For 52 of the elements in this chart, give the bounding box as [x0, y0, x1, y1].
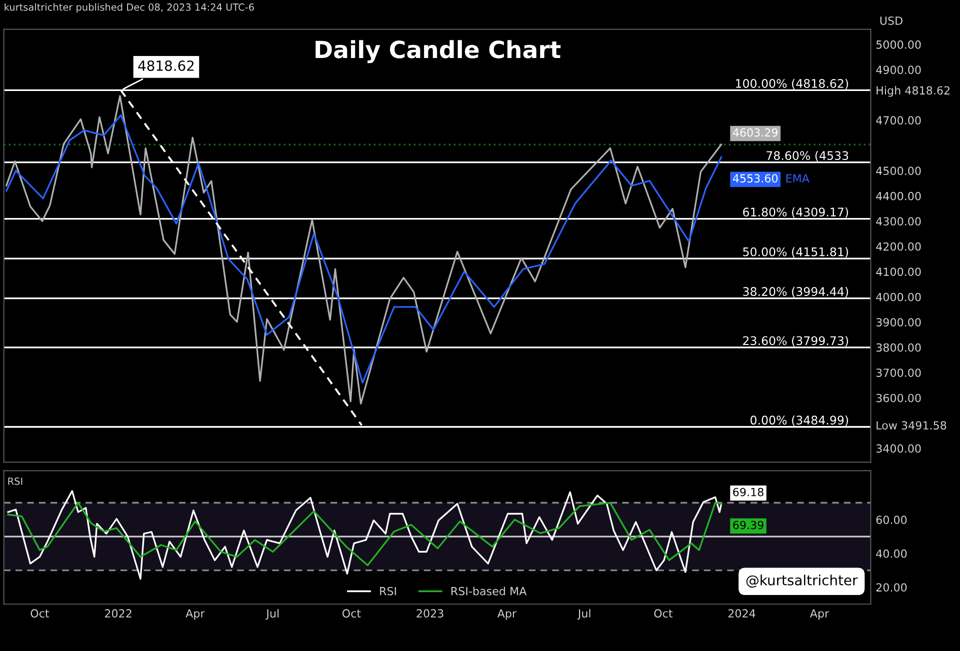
- y-tick-label: 40.00: [876, 549, 907, 558]
- line-series: [7, 502, 722, 566]
- y-tick-label: 4000.00: [876, 292, 921, 302]
- ref-line-label: 50.00% (4151.81): [743, 247, 848, 258]
- x-tick-label: Apr: [810, 609, 830, 620]
- y-tick-label: 3700.00: [876, 368, 921, 377]
- y-tick-label: 4300.00: [876, 217, 921, 226]
- x-tick-label: Jul: [266, 608, 279, 620]
- ref-line-label: 0.00% (3484.99): [750, 415, 848, 426]
- x-tick-label: 2023: [416, 609, 444, 618]
- y-tick-label: 3400.00: [876, 444, 921, 453]
- y-tick-label: 20.00: [876, 583, 907, 592]
- x-tick-label: Oct: [30, 609, 50, 618]
- y-tick-label: 4700.00: [876, 116, 921, 125]
- data-label: 69.39: [733, 520, 764, 530]
- ref-line-label: 61.80% (4309.17): [743, 207, 848, 218]
- x-tick-label: Oct: [654, 609, 673, 618]
- y-tick-label: 60.00: [876, 516, 907, 524]
- y-tick-label: 4900.00: [876, 66, 921, 74]
- x-tick-label: Oct: [342, 609, 361, 618]
- legend-label: RSI-based MA: [451, 586, 527, 596]
- text: RSI: [8, 478, 22, 485]
- line-series: [7, 490, 722, 580]
- chart-title: Daily Candle Chart: [316, 40, 561, 64]
- y-tick-label: High 4818.62: [876, 86, 950, 97]
- x-tick-label: Apr: [497, 609, 516, 620]
- ref-line-label: 38.20% (3994.44): [743, 286, 848, 298]
- y-tick-label: 3600.00: [876, 394, 921, 402]
- x-tick-label: 2024: [728, 609, 756, 618]
- y-tick-label: Low 3491.58: [876, 421, 946, 430]
- data-label: 69.18: [733, 488, 764, 496]
- x-tick-label: Apr: [186, 609, 205, 620]
- y-tick-label: 4400.00: [876, 192, 921, 200]
- x-tick-label: Jul: [577, 608, 590, 620]
- data-label: 4603.29: [732, 128, 778, 137]
- y-tick-label: 4100.00: [876, 268, 921, 276]
- y-tick-label: 4200.00: [876, 242, 921, 251]
- ref-line-label: 23.60% (3799.73): [743, 336, 848, 347]
- chart-subtitle: kurtsaltrichter published Dec 08, 2023 14:24 UTC-6: [4, 3, 254, 13]
- ref-line-label: 78.60% (4533: [766, 150, 848, 162]
- y-tick-label: 5000.00: [876, 40, 921, 49]
- annotation: @kurtsaltrichter: [746, 574, 858, 588]
- legend-label: EMA: [786, 174, 810, 182]
- ref-line-label: 100.00% (4818.62): [736, 78, 848, 90]
- y-tick-label: 3900.00: [876, 318, 921, 326]
- data-label: 4553.60: [732, 174, 778, 183]
- legend-label: RSI: [380, 586, 396, 596]
- x-tick-label: 2022: [104, 609, 132, 618]
- annotation: 4818.62: [138, 60, 194, 71]
- y-tick-label: 3800.00: [876, 343, 921, 352]
- y-tick-label: 4500.00: [876, 166, 921, 176]
- text: USD: [880, 16, 902, 25]
